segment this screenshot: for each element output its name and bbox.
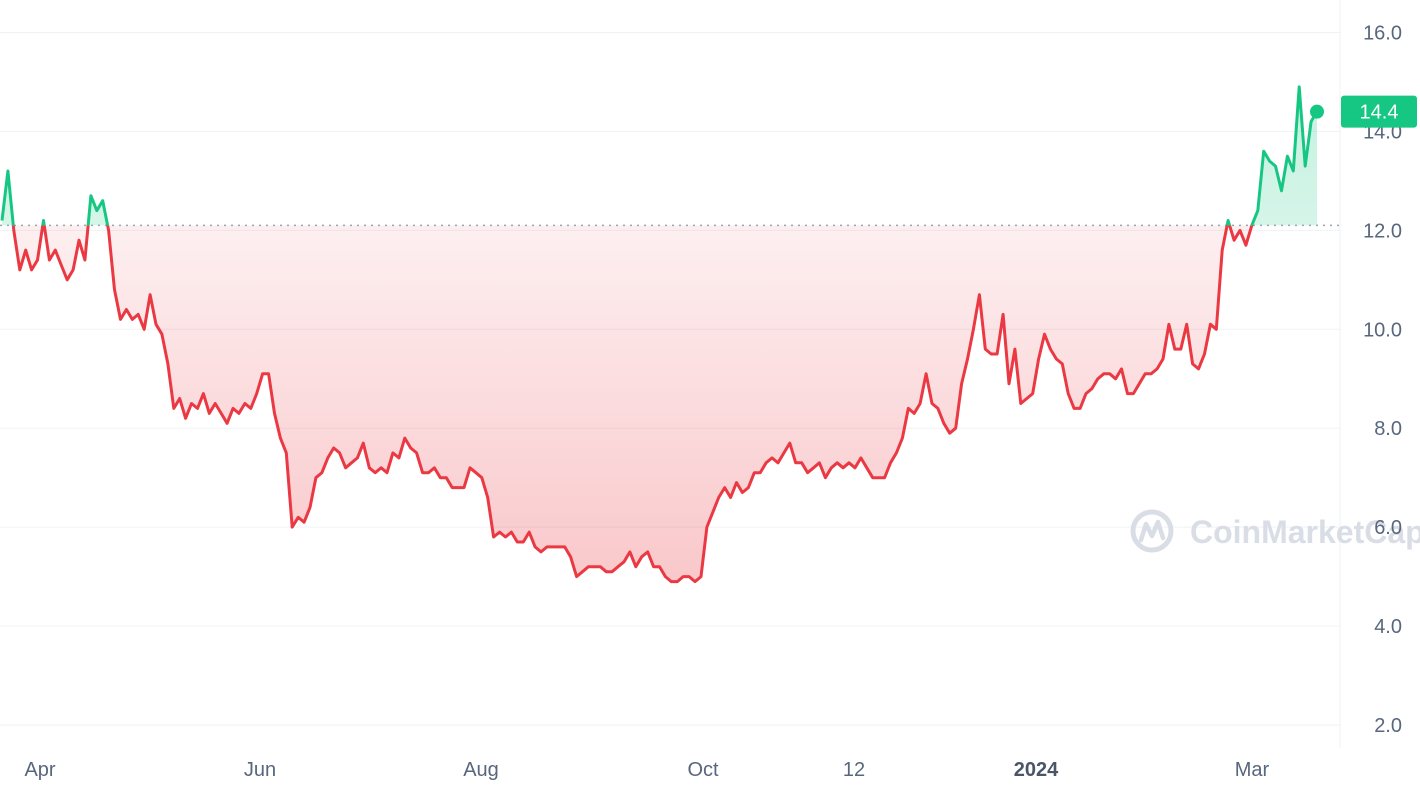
price-line-below — [11, 225, 1254, 584]
watermark-text: CoinMarketCap — [1190, 514, 1420, 550]
current-price-marker: 14.4 — [1310, 95, 1417, 128]
y-tick-label: 6.0 — [1374, 517, 1402, 539]
current-price-badge — [1341, 95, 1417, 128]
y-tick-label: 12.0 — [1363, 220, 1402, 242]
y-tick-label: 8.0 — [1374, 418, 1402, 440]
x-tick-label: Apr — [24, 759, 55, 781]
y-tick-label: 16.0 — [1363, 23, 1402, 45]
y-tick-label: 10.0 — [1363, 319, 1402, 341]
current-price-label: 14.4 — [1360, 102, 1399, 124]
area-fill-below — [13, 225, 1252, 582]
x-axis: Apr Jun Aug Oct 12 2024 Mar — [24, 759, 1269, 781]
y-tick-label: 2.0 — [1374, 715, 1402, 737]
watermark: CoinMarketCap — [1130, 509, 1420, 553]
x-tick-label: 2024 — [1014, 759, 1059, 781]
x-tick-label: 12 — [843, 759, 865, 781]
x-tick-label: Oct — [687, 759, 719, 781]
area-fill — [2, 86, 1317, 582]
x-tick-label: Jun — [244, 759, 276, 781]
y-axis: 2.04.06.08.010.012.014.016.0 — [1363, 23, 1402, 738]
coinmarketcap-logo-icon — [1130, 509, 1174, 553]
x-tick-label: Aug — [463, 759, 499, 781]
price-line — [0, 85, 1319, 584]
y-tick-label: 4.0 — [1374, 616, 1402, 638]
x-tick-label: Mar — [1235, 759, 1270, 781]
current-price-dot — [1310, 104, 1324, 119]
